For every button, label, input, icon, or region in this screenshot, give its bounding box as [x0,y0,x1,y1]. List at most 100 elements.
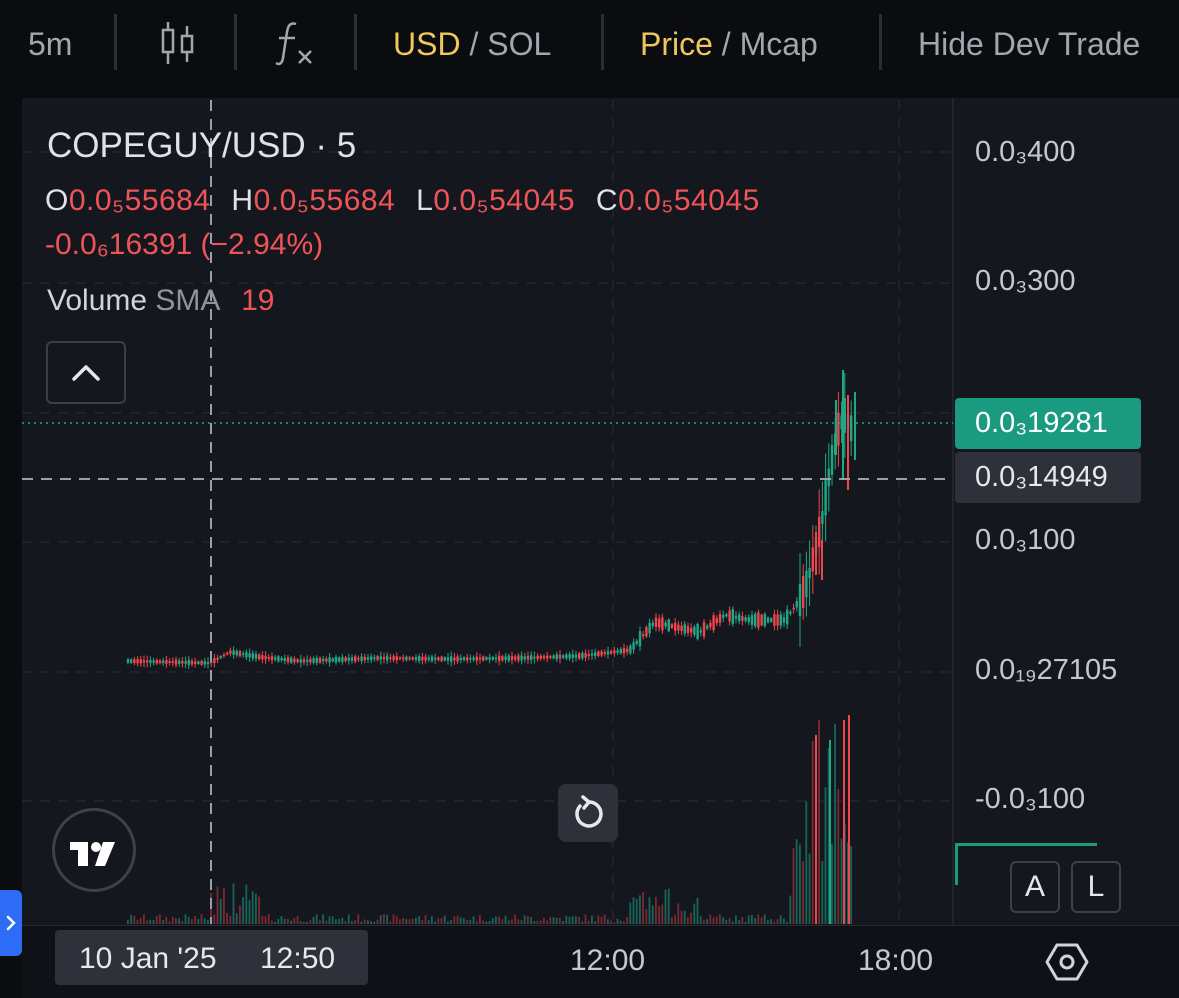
volume-legend[interactable]: Volume SMA 19 [47,284,275,318]
volume-bar [671,917,673,924]
volume-bar [463,918,465,924]
last-price-tag: 0.0₃19281 [955,398,1141,449]
volume-bar [514,914,516,924]
price-axis-label: 0.0₁₉27105 [975,654,1118,686]
volume-bar [632,897,635,924]
candle-body [670,624,674,629]
candle-body [238,651,242,657]
price-option[interactable]: Price [640,26,713,62]
candle-body [462,657,466,661]
candle-body [488,657,491,660]
candle-body [366,657,370,660]
price-axis-label: 0.0₃100 [975,524,1076,556]
candle-body [779,614,782,626]
candle-body [808,567,811,579]
volume-bar [527,915,529,924]
candle-body [597,651,600,657]
candle-body [245,652,248,658]
volume-bar [264,916,267,924]
side-panel-toggle[interactable] [0,890,22,956]
volume-bar [482,920,484,924]
volume-bar [178,918,180,924]
candle-body [338,657,341,662]
volume-bar [747,915,750,924]
price-mcap-toggle[interactable]: Price / Mcap [640,22,818,66]
volume-bar [443,915,446,924]
volume-bar [533,921,536,924]
toolbar-divider [114,14,117,70]
candle-body [571,654,574,659]
candle-body [203,661,206,665]
function-fx-icon [275,22,312,66]
indicators-button[interactable] [274,18,318,79]
candle-body [718,614,722,623]
hide-dev-trades-toggle[interactable]: Hide Dev Trade [918,26,1141,62]
volume-bar [626,916,628,924]
settings-hexagon-icon [1045,943,1089,981]
volume-bar [811,740,814,924]
candle-type-button[interactable] [158,18,198,79]
currency-toggle[interactable]: USD / SOL [393,22,551,66]
candle-body [731,609,734,624]
candle-body [322,659,325,662]
mcap-option[interactable]: Mcap [739,26,818,62]
candle-body [533,656,536,659]
candle-body [466,657,469,661]
candle-body [530,655,533,661]
volume-bar [827,748,830,924]
volume-bar [408,919,411,924]
chart-settings-button[interactable] [1045,940,1089,984]
chart-lines [22,100,953,924]
chart-pane[interactable] [22,98,1179,997]
time-axis-label: 12:00 [570,944,646,977]
volume-label: Volume [47,284,148,317]
candle-body [306,659,309,662]
candle-body [347,657,350,661]
candle-body [696,623,699,640]
candle-body [686,626,690,633]
volume-bar [351,921,353,924]
candle-body [149,659,152,664]
candle-body [450,656,453,662]
candle-body [661,617,664,631]
candle-body [302,659,306,663]
volume-bar [395,916,398,924]
log-scale-button[interactable]: L [1071,861,1121,913]
currency-sol-option[interactable]: SOL [487,26,552,62]
symbol-title[interactable]: COPEGUY/USD · 5 [47,126,357,165]
currency-usd-option[interactable]: USD [393,26,461,62]
volume-bar [808,853,811,924]
volume-bar [552,917,555,924]
volume-bar [776,919,779,924]
volume-bar [680,910,683,924]
volume-bar [127,920,129,924]
volume-bar [712,917,715,924]
candle-body [773,614,776,626]
interval-button[interactable]: 5m [28,26,73,62]
auto-scale-button[interactable]: A [1010,861,1060,913]
volume-bar [571,916,574,924]
volume-bar [677,903,680,924]
volume-bar [159,914,161,924]
tradingview-logo[interactable] [52,808,136,892]
volume-bar [376,919,379,924]
candle-body [824,479,827,516]
candle-body [405,656,408,661]
collapse-legend-button[interactable] [46,341,126,404]
volume-bar [328,916,331,924]
low-key: L [416,184,434,217]
reset-chart-button[interactable] [558,784,618,842]
volume-bar [133,915,136,924]
volume-bar [226,912,228,924]
candle-body [424,656,427,661]
candle-body [558,654,562,659]
volume-sma-length: 19 [241,284,275,317]
candle-body [709,622,712,628]
candle-body [315,657,318,663]
candle-body [539,655,542,659]
candle-body [552,655,555,659]
volume-bar [651,905,654,924]
candle-body [795,601,798,608]
volume-bar [431,916,433,924]
volume-bar [354,920,356,924]
